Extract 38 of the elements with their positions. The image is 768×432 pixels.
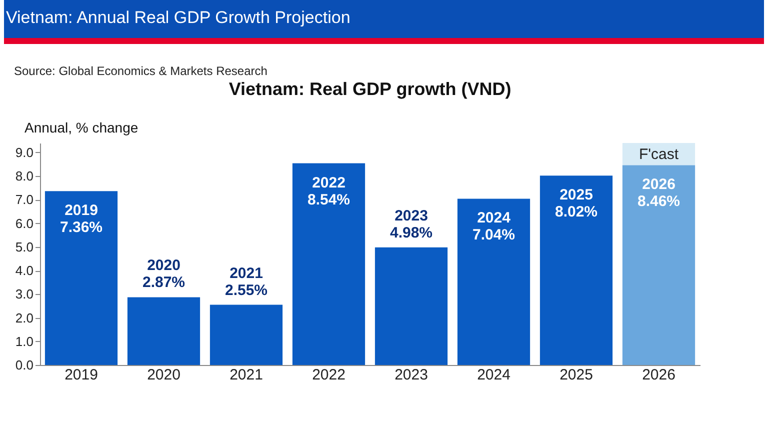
bar <box>44 191 118 365</box>
x-tick-label: 2020 <box>147 366 180 384</box>
y-tick-label: 6.0 <box>15 216 34 231</box>
x-tick-label: 2026 <box>642 366 676 384</box>
data-label: 2021 2.55% <box>224 264 268 299</box>
source-note: Source: Global Economics & Markets Research <box>14 64 268 78</box>
chart-subtitle: Vietnam: Real GDP growth (VND) <box>228 79 512 99</box>
y-tick-label: 2.0 <box>15 310 34 326</box>
chart-title: Vietnam: Annual Real GDP Growth Projection <box>6 8 350 27</box>
y-tick-label: 0.0 <box>15 358 34 372</box>
bar <box>127 297 200 365</box>
band-label: F'cast <box>638 146 680 163</box>
bar <box>210 304 283 365</box>
data-label: 2024 7.04% <box>472 210 516 244</box>
y-axis-title: Annual, % change <box>24 120 138 136</box>
y-tick-label: 5.0 <box>15 239 34 254</box>
bar <box>457 198 530 365</box>
y-tick-label: 3.0 <box>15 286 34 302</box>
y-tick-label: 4.0 <box>15 263 34 278</box>
x-tick-label: 2024 <box>477 366 510 384</box>
data-label: 2022 8.54% <box>307 174 350 208</box>
y-tick-label: 1.0 <box>15 334 34 349</box>
x-tick-label: 2021 <box>230 366 263 384</box>
y-tick-label: 9.0 <box>15 144 34 160</box>
x-tick-label: 2023 <box>394 366 428 384</box>
data-label: 2019 7.36% <box>60 202 103 236</box>
data-label: 2025 8.02% <box>554 186 598 221</box>
data-label: 2020 2.87% <box>142 257 186 292</box>
bar <box>374 247 448 365</box>
x-tick-label: 2022 <box>312 366 346 384</box>
data-label: 2026 8.46% <box>637 176 680 210</box>
bar <box>540 176 613 365</box>
data-label: 2023 4.98% <box>390 207 433 242</box>
bar <box>292 163 366 365</box>
x-tick-label: 2025 <box>560 366 593 384</box>
y-tick-label: 8.0 <box>15 168 34 184</box>
y-tick-label: 7.0 <box>15 192 34 208</box>
x-tick-label: 2019 <box>64 366 98 384</box>
